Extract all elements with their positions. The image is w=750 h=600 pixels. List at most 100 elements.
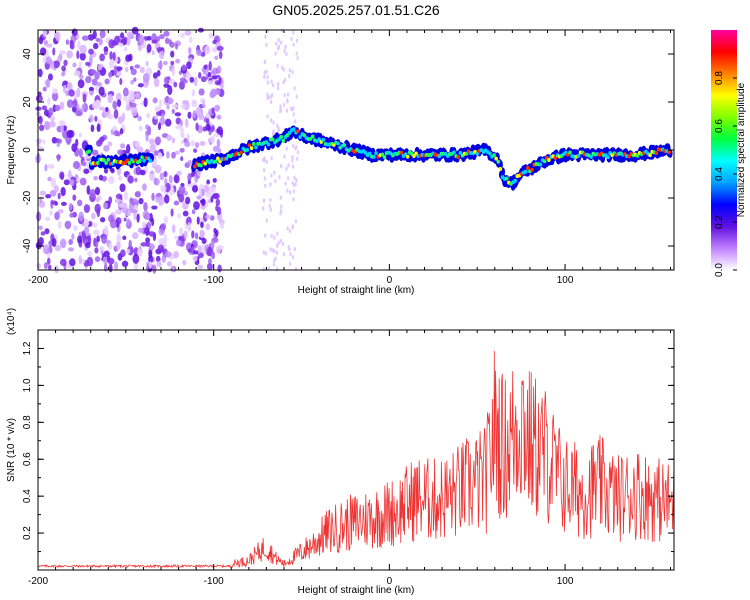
noise-blob (137, 227, 145, 233)
noise-blob (216, 126, 223, 136)
noise-blob (293, 85, 296, 91)
noise-blob (119, 128, 124, 135)
x-tick-label: 100 (557, 275, 574, 286)
noise-blob (44, 120, 51, 131)
noise-blob (49, 209, 53, 216)
noise-blob (148, 138, 156, 145)
noise-blob (292, 197, 295, 202)
noise-blob (282, 252, 286, 257)
noise-blob (99, 136, 105, 142)
noise-blob (84, 226, 90, 235)
noise-blob (76, 178, 81, 183)
noise-blob (211, 107, 215, 114)
noise-blob (273, 170, 276, 175)
noise-blob (130, 79, 134, 85)
noise-blob (279, 211, 282, 216)
noise-blob (291, 254, 295, 260)
noise-blob (124, 46, 128, 52)
noise-blob (287, 163, 290, 168)
noise-blob (211, 75, 218, 80)
noise-blob (126, 218, 131, 226)
noise-blob (284, 44, 287, 50)
noise-blob (153, 77, 160, 88)
ridge-core (224, 156, 229, 161)
noise-blob (215, 198, 221, 207)
noise-blob (173, 81, 178, 88)
noise-blob (99, 217, 106, 223)
noise-blob (212, 178, 217, 183)
noise-blob (159, 34, 165, 40)
noise-blob (105, 106, 109, 113)
noise-blob (136, 248, 143, 257)
y-tick-label: 20 (22, 96, 33, 108)
noise-blob (293, 119, 297, 124)
noise-blob (77, 235, 83, 244)
noise-blob (269, 247, 272, 252)
noise-blob (191, 230, 195, 239)
ridge-core (667, 150, 671, 155)
noise-blob (279, 195, 283, 200)
noise-blob (44, 163, 48, 172)
noise-blob (173, 250, 179, 259)
ridge-core (249, 146, 254, 151)
noise-blob (66, 129, 74, 138)
ridge-core (606, 155, 610, 160)
noise-blob (269, 197, 272, 203)
noise-blob (93, 175, 98, 181)
y-tick-label: 0.6 (22, 452, 33, 466)
noise-blob (268, 203, 271, 209)
noise-blob (85, 61, 91, 66)
noise-blob (98, 174, 104, 181)
noise-blob (89, 188, 96, 199)
noise-blob (78, 211, 84, 222)
noise-blob (208, 258, 212, 265)
noise-blob (126, 31, 134, 38)
noise-blob (219, 221, 225, 230)
noise-blob (38, 115, 43, 125)
noise-blob (78, 132, 83, 138)
noise-blob (192, 184, 199, 193)
noise-blob (203, 64, 208, 70)
noise-blob (199, 230, 205, 238)
noise-blob (286, 188, 289, 193)
noise-blob (160, 223, 167, 231)
noise-blob (294, 219, 298, 224)
noise-blob (107, 141, 113, 147)
noise-blob (146, 113, 151, 119)
noise-blob (163, 234, 168, 243)
snr-frame (37, 329, 675, 571)
noise-blob (125, 54, 132, 62)
noise-blob (36, 211, 42, 222)
noise-blob (281, 241, 285, 247)
noise-blob (94, 115, 98, 122)
noise-blob (266, 75, 269, 80)
ridge-core (203, 161, 208, 166)
snr-series-line (37, 350, 675, 569)
ridge-core (475, 151, 480, 156)
noise-blob (263, 59, 267, 65)
noise-blob (124, 66, 129, 73)
y-tick-label: -40 (22, 238, 33, 253)
noise-blob (122, 36, 128, 43)
noise-blob (220, 84, 224, 90)
noise-blob (69, 212, 74, 218)
noise-blob (116, 232, 122, 243)
noise-blob (103, 168, 109, 174)
noise-blob (137, 44, 142, 52)
noise-blob (50, 177, 57, 188)
noise-blob (49, 120, 56, 128)
noise-blob (167, 261, 172, 267)
noise-blob (51, 91, 59, 102)
noise-blob (197, 252, 204, 259)
noise-blob (38, 124, 45, 132)
noise-blob (161, 254, 166, 263)
ridge-core (372, 154, 376, 159)
noise-blob (170, 50, 175, 58)
noise-blob (201, 237, 207, 244)
noise-blob (295, 144, 298, 150)
noise-blob (85, 75, 92, 84)
noise-blob (194, 76, 198, 87)
noise-blob (152, 158, 158, 167)
noise-blob (158, 200, 163, 206)
colorbar-tick-label: 0.8 (714, 71, 725, 85)
